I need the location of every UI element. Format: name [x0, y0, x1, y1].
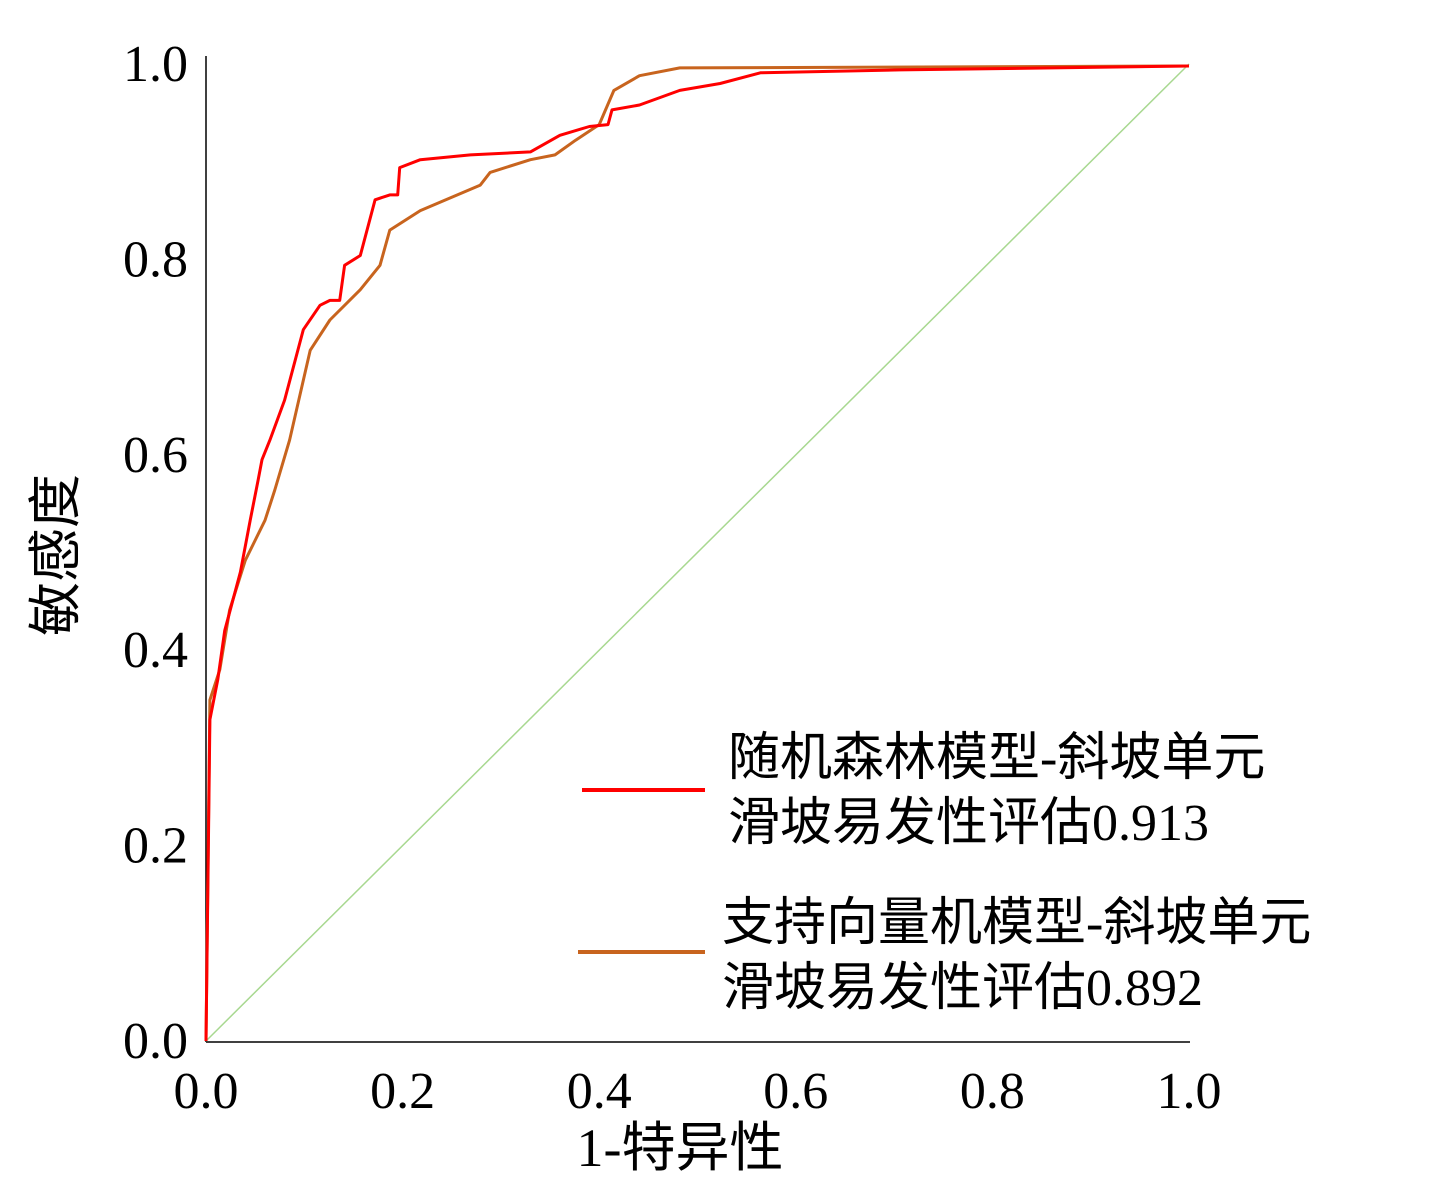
legend-label-rf-line1: 随机森林模型-斜坡单元 [728, 730, 1265, 787]
legend-label-svm-line2: 滑坡易发性评估0.892 [722, 960, 1203, 1017]
y-tick-label: 1.0 [123, 36, 188, 93]
legend-label-rf-line2: 滑坡易发性评估0.913 [728, 795, 1209, 852]
x-tick-label: 0.2 [370, 1063, 435, 1120]
y-tick-label: 0.2 [123, 818, 188, 875]
x-tick-label: 0.8 [960, 1063, 1025, 1120]
x-tick-label: 0.4 [567, 1063, 632, 1120]
rf-roc-line [204, 64, 1190, 1042]
legend-label-svm-line1: 支持向量机模型-斜坡单元 [722, 895, 1311, 952]
x-tick-label: 1.0 [1157, 1063, 1222, 1120]
legend: 随机森林模型-斜坡单元 滑坡易发性评估0.913 支持向量机模型-斜坡单元 滑坡… [578, 730, 1311, 1017]
y-axis-label: 敏感度 [26, 474, 86, 636]
reference-diagonal-line [205, 63, 1190, 1042]
y-tick-label: 0.0 [123, 1013, 188, 1070]
x-tick-label: 0.0 [174, 1063, 239, 1120]
x-axis-label: 1-特异性 [577, 1118, 784, 1178]
x-tick-label: 0.6 [763, 1063, 828, 1120]
y-tick-label: 0.8 [123, 231, 188, 288]
y-tick-label: 0.4 [123, 622, 188, 679]
svm-roc-line [204, 64, 1190, 1042]
y-tick-label: 0.6 [123, 427, 188, 484]
